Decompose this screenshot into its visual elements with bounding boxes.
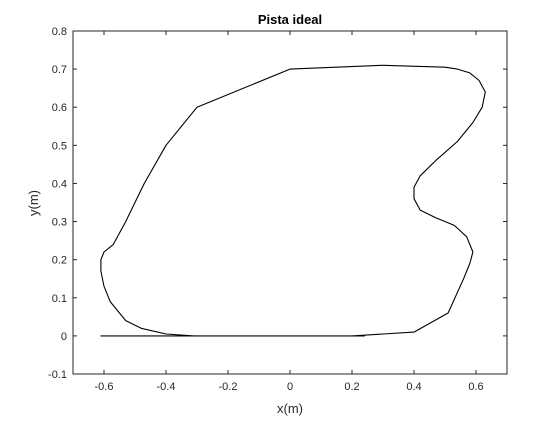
x-tick-label: 0.2 xyxy=(344,381,359,393)
y-tick-label: 0.5 xyxy=(52,140,67,152)
axis-ticks: -0.6 -0.4 -0.2 0 0.2 0.4 0.6 -0.1 0 0.1 0.2 0.3 0.4 0… xyxy=(48,26,507,393)
x-axis-label: x(m) xyxy=(277,401,303,416)
x-tick-label: 0 xyxy=(287,381,293,393)
series-group xyxy=(100,64,486,337)
x-tick-label: 0.4 xyxy=(406,381,421,393)
y-tick-label: 0.6 xyxy=(52,102,67,114)
y-tick-label: 0.1 xyxy=(52,293,67,305)
y-axis-label: y(m) xyxy=(26,190,41,216)
x-tick-label: 0.6 xyxy=(468,381,483,393)
chart-title: Pista ideal xyxy=(258,12,322,27)
x-tick-label: -0.2 xyxy=(219,381,238,393)
x-tick-label: -0.6 xyxy=(95,381,114,393)
y-tick-label: 0.8 xyxy=(52,26,67,38)
y-tick-label: 0 xyxy=(61,331,67,343)
y-tick-label: 0.3 xyxy=(52,217,67,229)
track-path-line xyxy=(100,64,486,337)
x-tick-label: -0.4 xyxy=(157,381,176,393)
y-tick-label: 0.2 xyxy=(52,255,67,267)
plot-area xyxy=(72,30,508,375)
y-tick-label: 0.7 xyxy=(52,64,67,76)
y-tick-label: 0.4 xyxy=(52,178,67,190)
y-tick-label: -0.1 xyxy=(48,369,67,381)
